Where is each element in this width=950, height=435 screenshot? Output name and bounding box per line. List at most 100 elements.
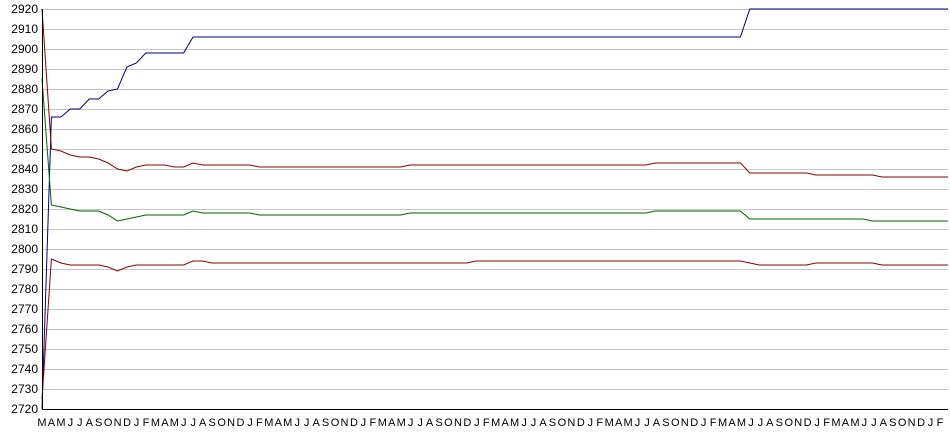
x-tick-label: F (823, 417, 830, 429)
y-tick-label: 2890 (11, 62, 38, 76)
x-tick-label: N (341, 417, 349, 429)
x-tick-label: F (143, 417, 150, 429)
x-tick-label: F (937, 417, 944, 429)
x-tick-label: J (814, 417, 820, 429)
y-tick-label: 2910 (11, 22, 38, 36)
x-tick-label: N (794, 417, 802, 429)
x-tick-label: D (463, 417, 471, 429)
x-tick-label: J (758, 417, 764, 429)
x-tick-label: A (161, 417, 169, 429)
x-tick-label: J (474, 417, 480, 429)
x-tick-label: D (804, 417, 812, 429)
x-tick-label: A (502, 417, 510, 429)
x-tick-label: J (68, 417, 74, 429)
x-tick-label: N (227, 417, 235, 429)
x-tick-label: J (635, 417, 641, 429)
x-tick-label: A (766, 417, 774, 429)
x-tick-label: M (605, 417, 614, 429)
x-tick-label: O (331, 417, 340, 429)
x-tick-label: D (350, 417, 358, 429)
x-tick-label: O (444, 417, 453, 429)
x-tick-label: O (898, 417, 907, 429)
x-tick-label: S (776, 417, 783, 429)
x-tick-label: A (199, 417, 207, 429)
y-tick-label: 2810 (11, 222, 38, 236)
x-tick-label: J (304, 417, 310, 429)
x-tick-label: A (880, 417, 888, 429)
x-tick-label: O (784, 417, 793, 429)
x-tick-label: J (361, 417, 367, 429)
x-tick-label: J (294, 417, 300, 429)
y-tick-label: 2780 (11, 282, 38, 296)
x-tick-label: A (275, 417, 283, 429)
series-line-4 (41, 258, 948, 400)
y-tick-label: 2850 (11, 142, 38, 156)
y-tick-label: 2800 (11, 242, 38, 256)
x-tick-label: J (644, 417, 650, 429)
x-tick-label: J (181, 417, 187, 429)
x-tick-label: J (521, 417, 527, 429)
x-tick-label: S (322, 417, 329, 429)
x-tick-label: A (48, 417, 56, 429)
x-tick-label: J (871, 417, 877, 429)
x-tick-label: A (842, 417, 850, 429)
y-tick-label: 2720 (11, 402, 38, 416)
y-tick-label: 2840 (11, 162, 38, 176)
x-tick-label: M (850, 417, 859, 429)
x-tick-label: O (104, 417, 113, 429)
x-tick-label: J (247, 417, 253, 429)
x-tick-label: O (217, 417, 226, 429)
x-tick-label: J (748, 417, 754, 429)
y-tick-label: 2870 (11, 102, 38, 116)
x-tick-label: A (86, 417, 94, 429)
series-line-3 (41, 78, 948, 222)
x-tick-label: A (426, 417, 434, 429)
x-tick-label: N (908, 417, 916, 429)
x-tick-label: D (917, 417, 925, 429)
x-tick-label: J (417, 417, 423, 429)
y-tick-label: 2860 (11, 122, 38, 136)
series-line-2 (41, 8, 948, 178)
x-tick-label: M (491, 417, 500, 429)
x-tick-label: F (596, 417, 603, 429)
x-tick-label: N (114, 417, 122, 429)
y-tick-label: 2740 (11, 362, 38, 376)
x-tick-label: J (588, 417, 594, 429)
x-tick-label: A (312, 417, 320, 429)
y-tick-label: 2830 (11, 182, 38, 196)
y-tick-label: 2900 (11, 42, 38, 56)
y-tick-label: 2790 (11, 262, 38, 276)
x-tick-label: N (454, 417, 462, 429)
x-tick-label: S (889, 417, 896, 429)
x-tick-label: J (190, 417, 196, 429)
x-tick-label: M (737, 417, 746, 429)
x-tick-label: M (378, 417, 387, 429)
y-tick-label: 2750 (11, 342, 38, 356)
x-tick-label: M (170, 417, 179, 429)
x-tick-label: J (928, 417, 934, 429)
x-tick-label: S (95, 417, 102, 429)
x-tick-label: J (134, 417, 140, 429)
x-tick-label: S (549, 417, 556, 429)
x-tick-label: D (577, 417, 585, 429)
x-tick-label: N (567, 417, 575, 429)
x-tick-label: F (483, 417, 490, 429)
y-axis-tick-labels: 2720 2730 2740 2750 2760 2770 2780 2790 2800 2810… (11, 2, 38, 416)
x-tick-label: M (37, 417, 46, 429)
x-tick-label: D (237, 417, 245, 429)
y-tick-label: 2760 (11, 322, 38, 336)
x-tick-label: O (671, 417, 680, 429)
x-tick-label: J (862, 417, 868, 429)
x-tick-label: M (623, 417, 632, 429)
x-tick-label: J (408, 417, 414, 429)
x-tick-label: M (831, 417, 840, 429)
x-tick-label: J (701, 417, 707, 429)
y-tick-label: 2820 (11, 202, 38, 216)
x-tick-label: S (435, 417, 442, 429)
series-line-1 (41, 8, 948, 410)
x-tick-label: M (397, 417, 406, 429)
y-tick-label: 2920 (11, 2, 38, 16)
x-tick-label: F (256, 417, 263, 429)
